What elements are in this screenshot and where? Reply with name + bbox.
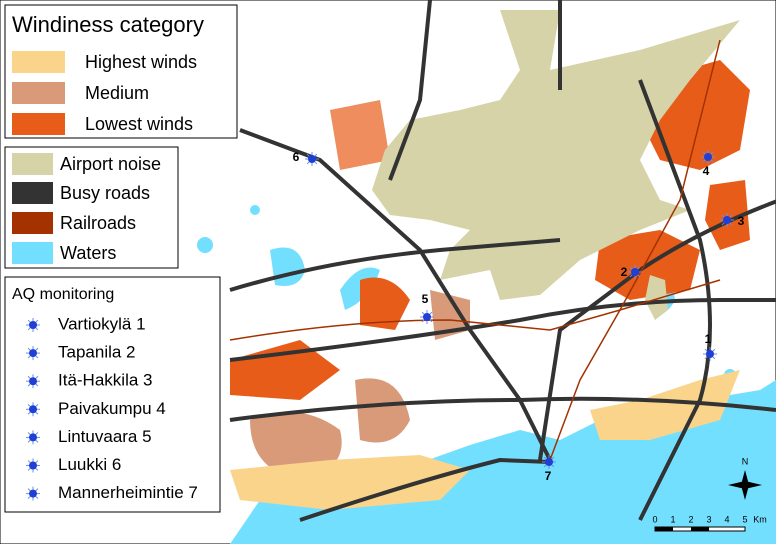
airport-noise-tail — [645, 275, 668, 320]
station-icon — [26, 402, 40, 417]
stations: 1 2 3 4 5 6 7 — [293, 150, 745, 483]
legend-label: Lowest winds — [85, 114, 193, 134]
station-name: Luukki 6 — [58, 455, 121, 474]
station-icon — [420, 310, 434, 324]
station-icon — [701, 150, 715, 164]
north-arrow: N — [728, 456, 762, 500]
aq-legend — [4, 276, 221, 513]
station-name: Itä-Hakkila 3 — [58, 371, 152, 390]
station-icon — [26, 430, 40, 445]
legend-label: Medium — [85, 83, 149, 103]
legend-label: Railroads — [60, 213, 136, 233]
legend-label: Busy roads — [60, 183, 150, 203]
station-icon — [26, 374, 40, 389]
scale-label: 1 — [670, 514, 675, 524]
station-number: 7 — [545, 469, 552, 483]
scale-bar: 0 1 2 3 4 5 Km — [652, 514, 767, 532]
icon-dot — [545, 458, 553, 466]
airport-noise — [372, 10, 740, 300]
icon-dot — [29, 377, 37, 386]
legend-swatch — [12, 242, 53, 264]
legend-swatch — [12, 182, 53, 204]
icon-dot — [423, 313, 431, 321]
icon-dot — [29, 321, 37, 329]
icon-dot — [29, 461, 37, 470]
station-number: 5 — [422, 292, 429, 306]
north-label: N — [742, 456, 749, 466]
legend-swatch — [12, 82, 65, 104]
scale-label: 3 — [706, 514, 711, 524]
station-number: 6 — [293, 150, 300, 164]
station-icon — [305, 152, 319, 166]
scale-label: 4 — [724, 514, 729, 524]
legend-label: Waters — [60, 243, 116, 263]
station-number: 2 — [621, 265, 628, 279]
station-name: Tapanila 2 — [58, 343, 136, 362]
aq-items: Vartiokylä 1 Tapanila 2 Itä-Hakkila 3 Paiva… — [26, 314, 198, 502]
station-name: Lintuvaara 5 — [58, 427, 152, 446]
icon-dot — [723, 216, 731, 224]
station-icon — [26, 346, 40, 361]
railroads — [229, 39, 721, 461]
icon-dot — [706, 350, 714, 358]
legend-swatch — [12, 212, 53, 234]
scale-label: 0 — [652, 514, 657, 524]
legend-label: Highest winds — [85, 52, 197, 72]
station-icon — [703, 347, 717, 361]
icon-dot — [308, 155, 316, 163]
station-icon — [26, 458, 40, 473]
legend-swatch — [12, 113, 65, 135]
scale-label: 5 — [742, 514, 747, 524]
station-icon — [26, 486, 40, 501]
station-name: Paivakumpu 4 — [58, 399, 166, 418]
legend-title: AQ monitoring — [12, 286, 114, 303]
icon-dot — [29, 349, 37, 358]
scale-label: Km — [753, 514, 767, 524]
legend-swatch — [12, 153, 53, 175]
icon-dot — [704, 153, 712, 161]
station-number: 3 — [738, 214, 745, 228]
icon-dot — [29, 433, 37, 442]
station-icon — [26, 318, 40, 332]
icon-dot — [29, 489, 37, 498]
station-icon — [542, 455, 556, 469]
station-number: 4 — [703, 164, 710, 178]
legend-swatch — [12, 51, 65, 73]
legend-title: Windiness category — [12, 12, 204, 37]
scale-label: 2 — [688, 514, 693, 524]
station-icon — [628, 265, 642, 279]
station-icon — [720, 213, 734, 227]
busy-roads — [229, 0, 776, 522]
station-name: Mannerheimintie 7 — [58, 483, 198, 502]
icon-dot — [29, 405, 37, 414]
legend-label: Airport noise — [60, 154, 161, 174]
station-name: Vartiokylä 1 — [58, 314, 146, 333]
station-number: 1 — [705, 332, 712, 346]
icon-dot — [631, 268, 639, 276]
